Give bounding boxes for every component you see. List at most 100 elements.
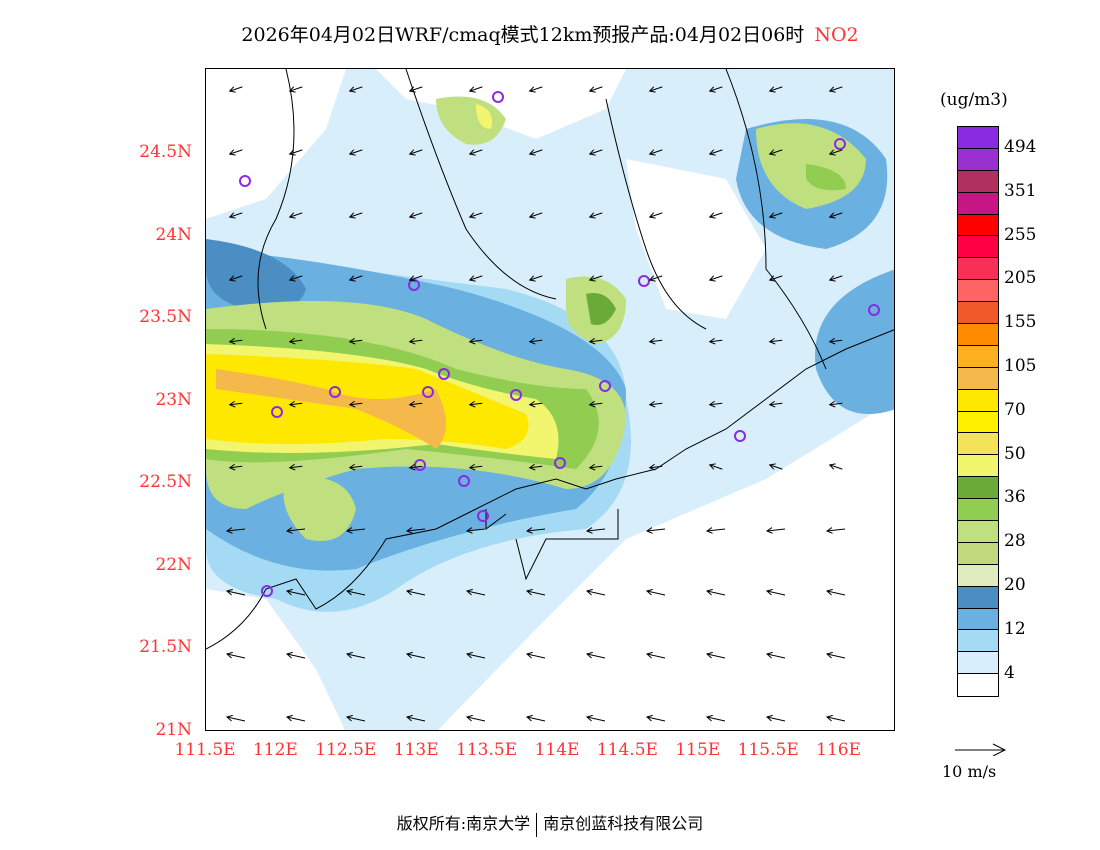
wind-arrow-icon [348,400,363,408]
legend-label: 12 [1004,618,1026,639]
wind-arrow-icon [288,86,303,93]
legend-swatch [958,499,998,522]
city-marker [329,386,341,398]
city-marker [422,386,434,398]
legend-swatch [958,455,998,478]
wind-arrow-icon [828,86,843,93]
wind-arrow-icon [525,651,546,659]
wind-arrow-icon [468,149,483,156]
wind-arrow-icon [528,212,543,219]
lon-tick-label: 115.5E [737,740,799,760]
chart-title: 2026年04月02日WRF/cmaq模式12km预报产品:04月02日06时 N… [0,20,1100,47]
wind-arrow-icon [408,463,423,471]
wind-arrow-icon [825,527,846,534]
legend-label: 28 [1004,531,1026,552]
legend-swatch [958,302,998,325]
legend-label: 351 [1004,180,1037,201]
wind-arrow-icon [348,212,363,219]
wind-arrow-icon [288,275,303,282]
wind-arrow-icon [645,651,666,659]
wind-arrow-icon [765,714,786,722]
wind-arrow-icon [768,463,783,470]
wind-arrow-icon [585,651,606,659]
wind-arrow-icon [468,86,483,93]
wind-arrow-icon [528,149,543,156]
lon-tick-label: 112E [252,740,298,760]
city-marker [438,368,450,380]
legend-swatch [958,236,998,259]
wind-arrow-icon [825,714,846,722]
legend-swatch [958,564,998,587]
wind-arrow-icon [465,527,486,534]
wind-arrow-icon [768,149,783,156]
wind-arrow-icon [588,400,603,408]
copyright-footer: 版权所有:南京大学 南京创蓝科技有限公司 [0,810,1100,837]
wind-arrow-icon [768,337,783,345]
lon-tick-label: 114E [534,740,580,760]
legend-label: 155 [1004,312,1037,333]
legend-swatch [958,170,998,193]
wind-arrow-icon [585,588,606,596]
legend-swatch [958,389,998,412]
wind-arrow-icon [348,275,363,282]
wind-arrow-icon [648,463,663,471]
lon-tick-label: 111.5E [174,740,236,760]
wind-arrow-icon [228,400,243,408]
wind-arrow-icon [825,588,846,596]
wind-arrow-icon [765,588,786,596]
wind-arrow-icon [348,86,363,93]
legend-label: 494 [1004,136,1037,157]
legend-swatch [958,586,998,609]
legend-swatch [958,324,998,346]
wind-arrow-icon [705,651,726,659]
wind-arrow-icon [528,463,543,471]
wind-arrow-icon [285,527,306,534]
wind-arrow-icon [705,588,726,596]
legend-swatch [958,127,998,149]
wind-arrow-icon [828,337,843,345]
concentration-field [206,69,894,730]
wind-arrow-icon [225,651,246,659]
wind-arrow-icon [408,400,423,408]
wind-arrow-icon [708,149,723,156]
title-text: 2026年04月02日WRF/cmaq模式12km预报产品:04月02日06时 [241,24,805,46]
legend-swatch [958,411,998,434]
wind-arrow-icon [348,337,363,345]
lon-tick-label: 116E [816,740,862,760]
wind-arrow-icon [588,275,603,282]
wind-arrow-icon [408,275,423,282]
map-canvas [206,69,894,730]
legend-label: 36 [1004,487,1026,508]
wind-arrow-icon [225,714,246,722]
wind-arrow-icon [465,588,486,596]
wind-arrow-icon [585,527,606,534]
legend-label: 4 [1004,662,1015,683]
city-markers [239,91,880,597]
wind-vectors [225,86,846,722]
city-marker [492,91,504,103]
wind-arrow-icon [345,651,366,659]
species-label: NO2 [814,24,859,46]
wind-arrow-icon [408,149,423,156]
wind-arrow-icon [525,588,546,596]
wind-arrow-icon [588,337,603,345]
wind-arrow-icon [468,463,483,471]
wind-arrow-icon [708,463,723,470]
wind-arrow-icon [288,463,303,471]
wind-arrow-icon [708,86,723,93]
wind-arrow-icon [705,714,726,722]
wind-arrow-icon [645,527,666,534]
wind-arrow-icon [405,651,426,659]
wind-arrow-icon [528,86,543,93]
color-legend [957,126,999,698]
city-marker [868,304,880,316]
legend-label: 20 [1004,574,1026,595]
wind-arrow-icon [828,400,843,408]
city-marker [638,275,650,287]
wind-arrow-icon [405,527,426,534]
lon-tick-label: 113E [393,740,439,760]
city-marker [734,430,746,442]
wind-arrow-icon [765,651,786,659]
wind-arrow-icon [648,337,663,345]
city-marker [477,510,489,522]
